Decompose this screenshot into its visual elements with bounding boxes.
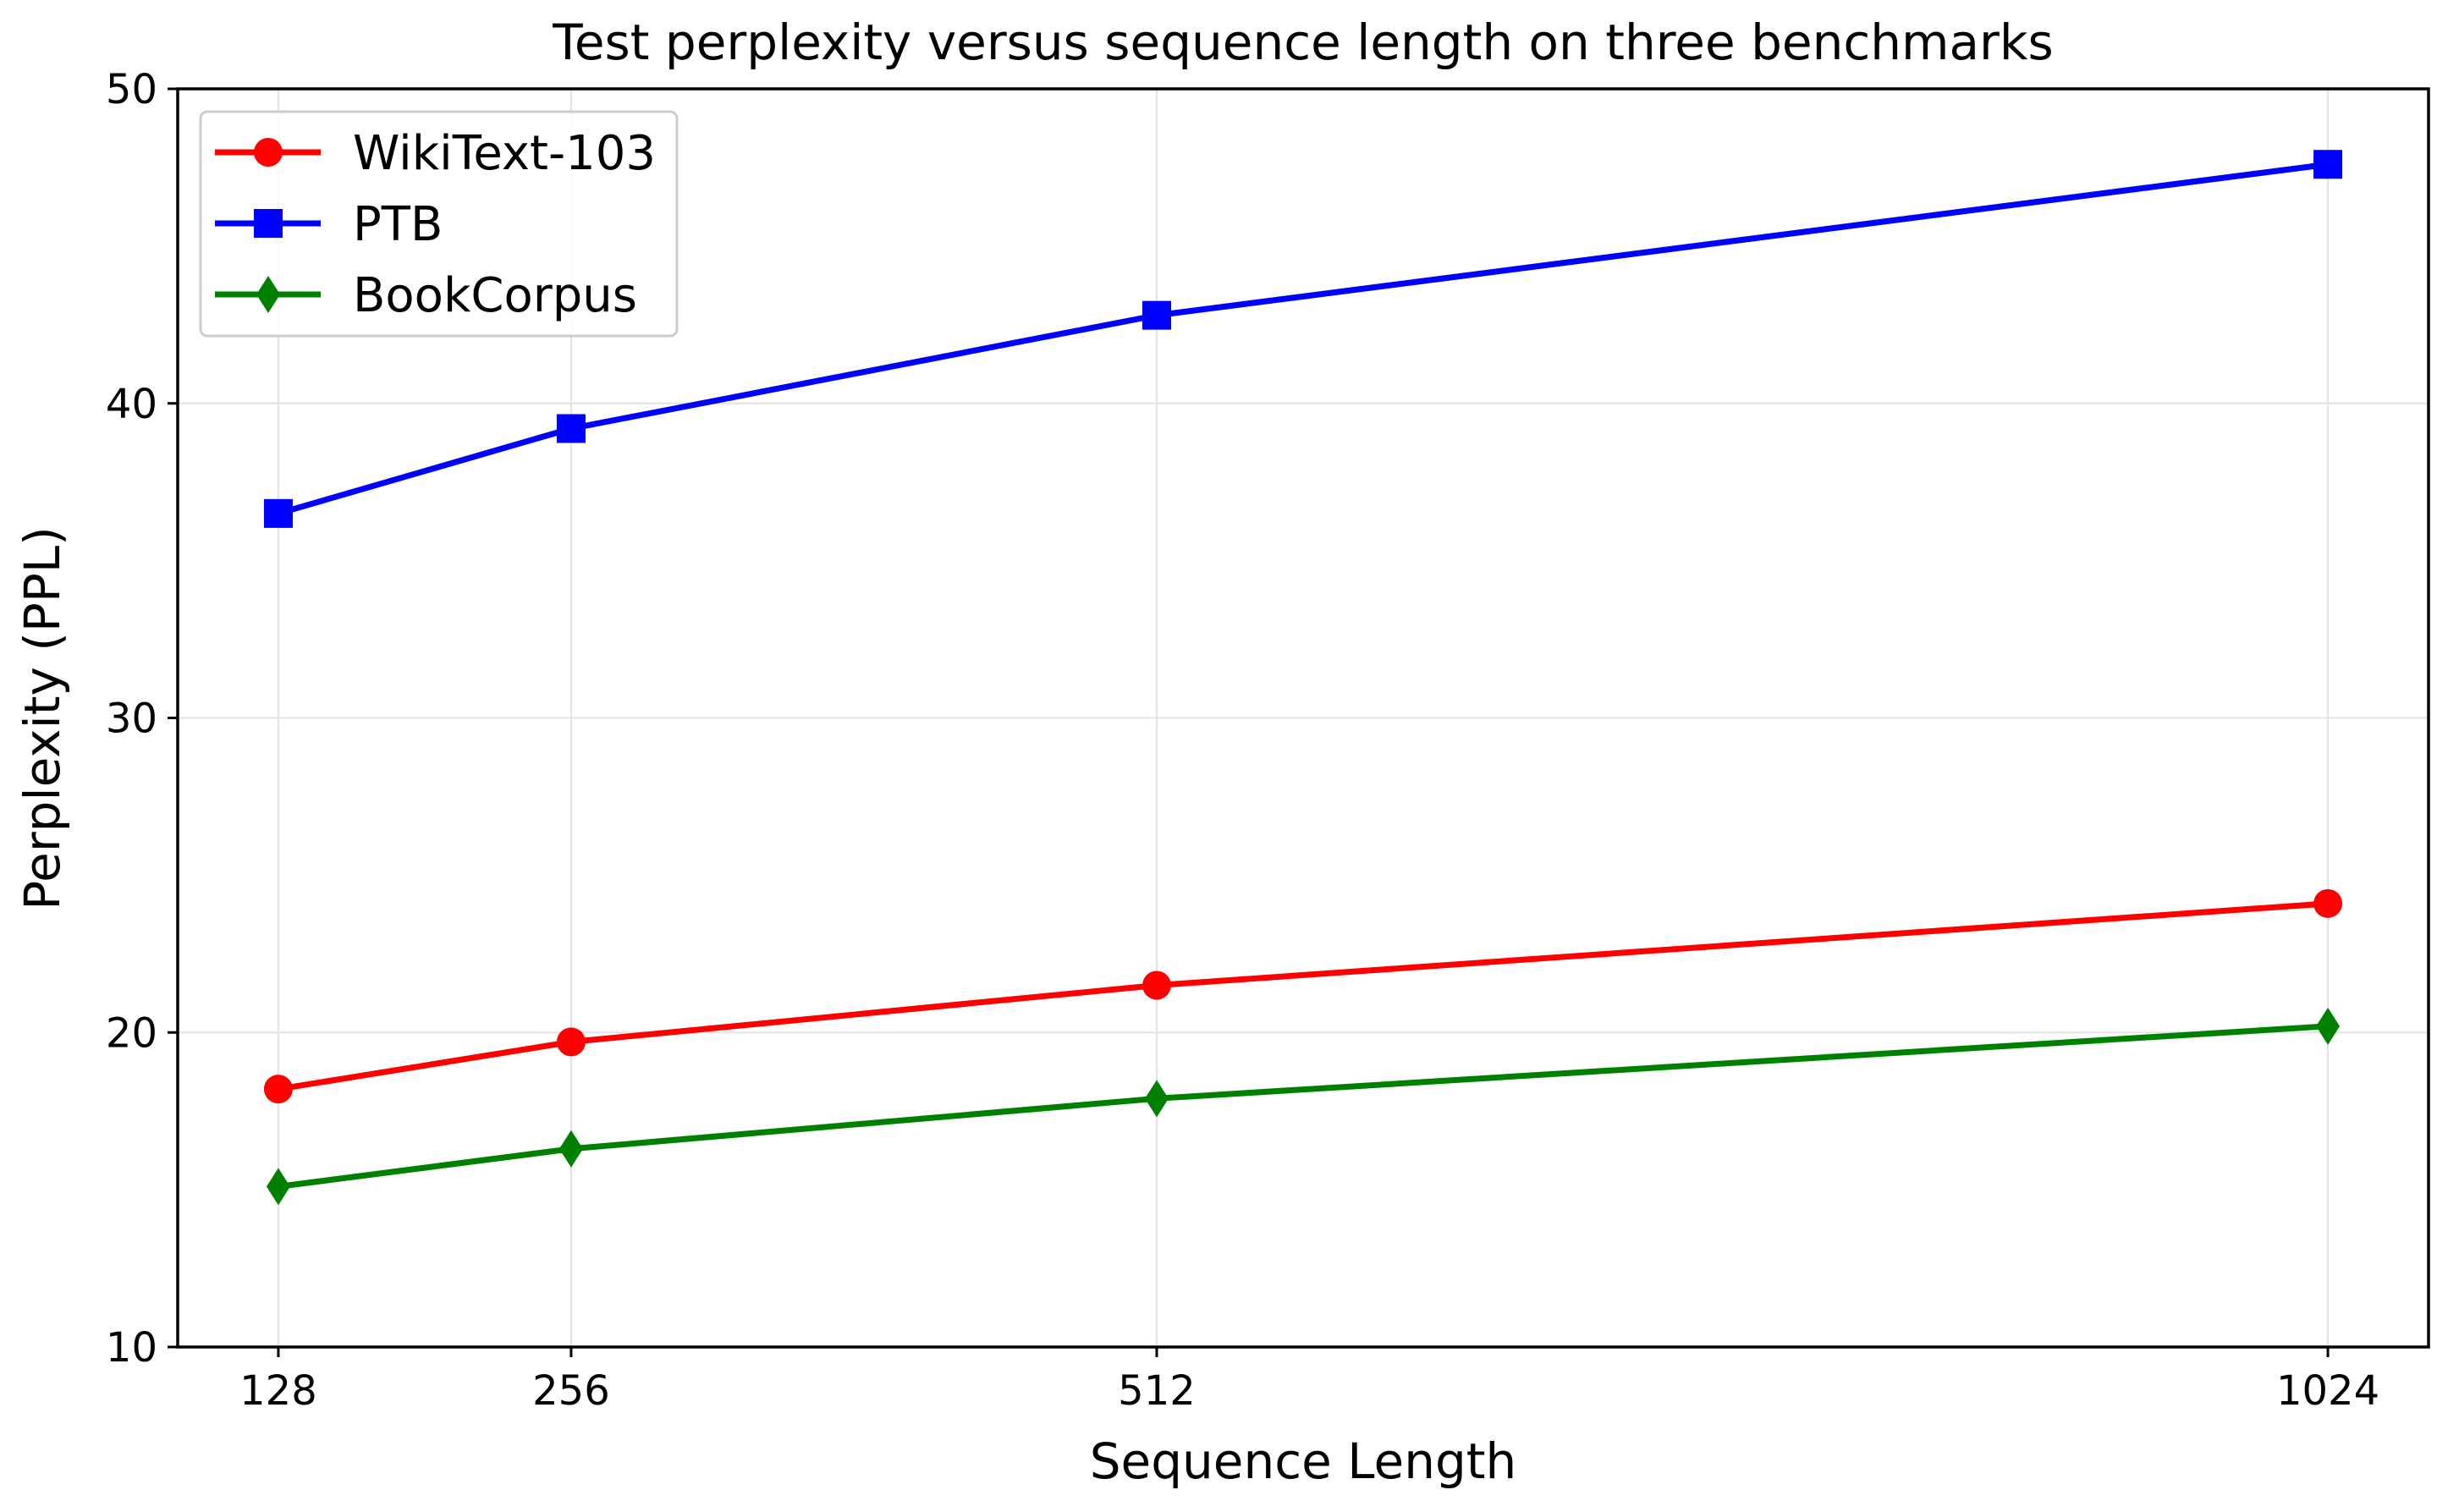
legend-label: BookCorpus [353,268,637,323]
x-tick-label: 512 [1118,1367,1196,1415]
data-point [263,1075,293,1104]
legend-label: WikiText-103 [353,126,656,181]
data-point [2313,150,2343,179]
series-ptb [263,150,2343,528]
y-tick-label: 50 [106,66,157,113]
series-layer [263,150,2343,1206]
y-tick-label: 30 [106,696,157,743]
y-tick-label: 40 [106,381,157,428]
y-axis-label: Perplexity (PPL) [14,526,71,910]
y-tick-label: 10 [106,1324,157,1372]
chart-title: Test perplexity versus sequence length o… [552,14,2053,71]
data-point [266,1168,290,1206]
x-tick-label: 128 [239,1367,317,1415]
x-tick-label: 1024 [2276,1367,2379,1415]
legend-label: PTB [353,197,443,252]
legend-entry: BookCorpus [215,268,637,323]
data-point [556,1027,586,1057]
axis-ticks: 128 256 512 1024 10 20 30 40 50 [106,66,2379,1415]
series-line [275,161,2331,517]
series-wikitext-103 [263,888,2343,1104]
plot-frame [176,87,2430,1349]
data-point [263,498,293,528]
legend-entry: PTB [215,197,443,252]
series-line [275,1023,2331,1190]
x-tick-label: 256 [532,1367,610,1415]
data-point [2316,1007,2341,1045]
legend-box [199,110,679,338]
data-point [1141,970,1171,1000]
legend-entry: WikiText-103 [215,126,656,181]
series-line [275,900,2331,1092]
data-point [2313,888,2343,918]
legend: WikiText-103 PTB BookCorpus [199,110,679,338]
x-axis-label: Sequence Length [1090,1432,1517,1490]
data-point [556,414,586,443]
series-bookcorpus [266,1007,2341,1206]
legend-marker [254,138,283,167]
data-point [558,1130,583,1168]
legend-marker [254,209,283,238]
y-tick-label: 20 [106,1009,157,1057]
legend-marker [256,276,280,313]
data-point [1141,300,1171,330]
data-point [1144,1080,1169,1118]
